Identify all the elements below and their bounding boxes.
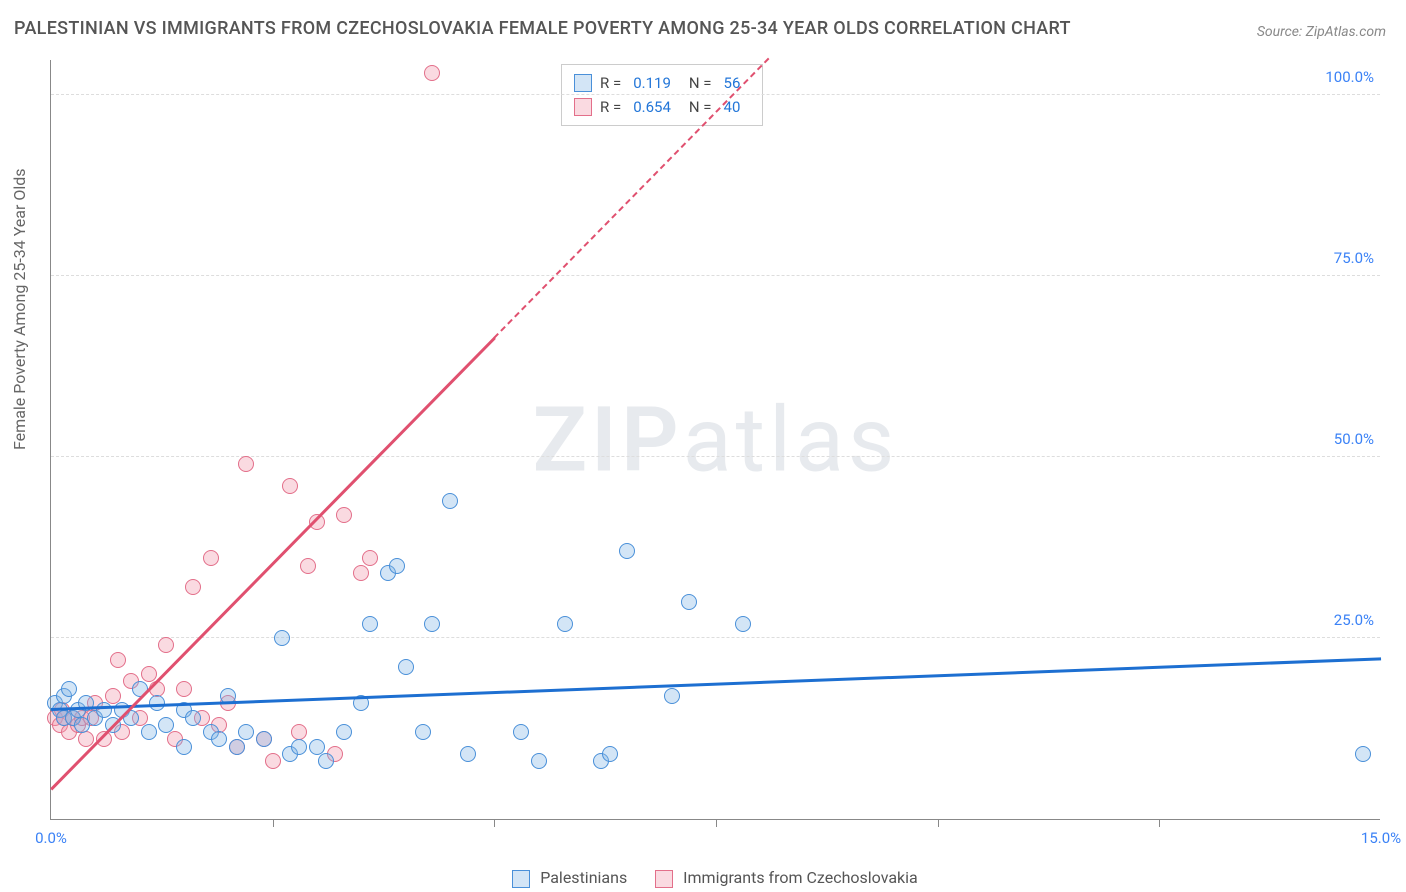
y-tick-label: 50.0% — [1334, 430, 1374, 448]
data-point — [513, 724, 529, 740]
r-value: 0.654 — [633, 95, 671, 119]
trend-line — [51, 657, 1381, 710]
x-tick-mark — [1159, 819, 1160, 827]
data-point — [291, 739, 307, 755]
data-point — [110, 652, 126, 668]
data-point — [203, 550, 219, 566]
data-point — [185, 710, 201, 726]
data-point — [229, 739, 245, 755]
swatch-icon — [512, 870, 530, 888]
swatch-icon — [574, 74, 592, 92]
data-point — [362, 616, 378, 632]
stats-row-czech: R = 0.654 N = 40 — [574, 95, 750, 119]
data-point — [158, 637, 174, 653]
series-legend: Palestinians Immigrants from Czechoslova… — [0, 868, 1406, 888]
data-point — [176, 739, 192, 755]
swatch-icon — [574, 98, 592, 116]
gridline — [51, 637, 1380, 638]
r-label: R = — [600, 95, 621, 119]
data-point — [531, 753, 547, 769]
data-point — [619, 543, 635, 559]
data-point — [105, 688, 121, 704]
data-point — [460, 746, 476, 762]
data-point — [158, 717, 174, 733]
x-tick-label: 0.0% — [35, 829, 67, 847]
data-point — [238, 456, 254, 472]
data-point — [318, 753, 334, 769]
legend-label: Palestinians — [540, 868, 627, 887]
data-point — [389, 558, 405, 574]
data-point — [415, 724, 431, 740]
data-point — [61, 681, 77, 697]
legend-label: Immigrants from Czechoslovakia — [683, 868, 918, 887]
data-point — [442, 493, 458, 509]
scatter-plot-area: ZIPatlas R = 0.119 N = 56 R = 0.654 N = … — [50, 60, 1380, 820]
r-label: R = — [600, 71, 621, 95]
x-tick-mark — [494, 819, 495, 827]
data-point — [336, 724, 352, 740]
data-point — [238, 724, 254, 740]
data-point — [141, 666, 157, 682]
swatch-icon — [655, 870, 673, 888]
data-point — [362, 550, 378, 566]
data-point — [274, 630, 290, 646]
data-point — [336, 507, 352, 523]
data-point — [309, 739, 325, 755]
y-axis-label: Female Poverty Among 25-34 Year Olds — [10, 168, 29, 450]
y-tick-label: 75.0% — [1334, 249, 1374, 267]
data-point — [185, 579, 201, 595]
data-point — [353, 565, 369, 581]
source-attribution: Source: ZipAtlas.com — [1257, 24, 1386, 40]
data-point — [681, 594, 697, 610]
r-value: 0.119 — [633, 71, 671, 95]
data-point — [256, 731, 272, 747]
x-tick-label: 15.0% — [1361, 829, 1401, 847]
watermark-logo: ZIPatlas — [533, 387, 899, 492]
data-point — [424, 616, 440, 632]
data-point — [176, 681, 192, 697]
n-label: N = — [689, 71, 712, 95]
data-point — [211, 731, 227, 747]
data-point — [664, 688, 680, 704]
data-point — [141, 724, 157, 740]
chart-title: PALESTINIAN VS IMMIGRANTS FROM CZECHOSLO… — [14, 18, 1071, 39]
n-label: N = — [689, 95, 712, 119]
stats-row-palestinians: R = 0.119 N = 56 — [574, 71, 750, 95]
data-point — [265, 753, 281, 769]
data-point — [300, 558, 316, 574]
data-point — [282, 478, 298, 494]
x-tick-mark — [716, 819, 717, 827]
x-tick-mark — [273, 819, 274, 827]
y-tick-label: 100.0% — [1325, 68, 1374, 86]
gridline — [51, 275, 1380, 276]
y-tick-label: 25.0% — [1334, 611, 1374, 629]
data-point — [602, 746, 618, 762]
gridline — [51, 94, 1380, 95]
x-tick-mark — [938, 819, 939, 827]
data-point — [398, 659, 414, 675]
data-point — [557, 616, 573, 632]
data-point — [1355, 746, 1371, 762]
data-point — [424, 65, 440, 81]
data-point — [735, 616, 751, 632]
n-value: 56 — [724, 71, 741, 95]
trend-line — [50, 337, 495, 790]
